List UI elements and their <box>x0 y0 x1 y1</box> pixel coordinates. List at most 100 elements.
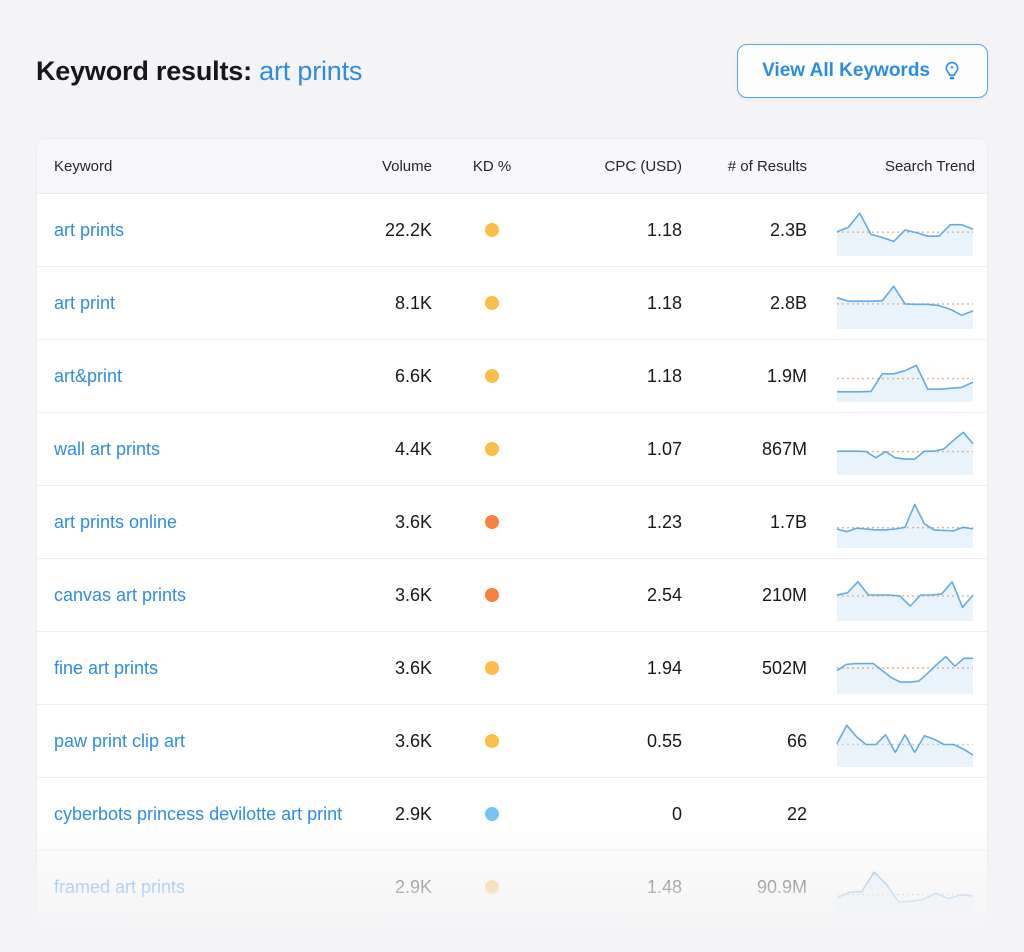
keyword-link[interactable]: art prints online <box>54 511 178 532</box>
table-body: art prints 22.2K 1.18 2.3B art print 8.1… <box>37 194 987 924</box>
kd-cell <box>432 732 552 750</box>
table-header-row: Keyword Volume KD % CPC (USD) # of Resul… <box>37 139 987 194</box>
kd-difficulty-dot <box>485 295 499 310</box>
results-value: 210M <box>761 584 807 605</box>
results-value: 1.7B <box>769 511 807 532</box>
page-title-query: art prints <box>259 55 363 86</box>
kd-difficulty-dot <box>485 514 499 529</box>
column-header-volume: Volume <box>381 157 432 175</box>
kd-cell <box>432 586 552 604</box>
kd-cell <box>432 294 552 312</box>
kd-difficulty-dot <box>485 880 499 895</box>
kd-cell <box>432 221 552 239</box>
keyword-cell: paw print clip art <box>37 731 317 752</box>
results-value: 1.9M <box>766 365 807 386</box>
cpc-value: 1.48 <box>646 877 682 897</box>
volume-value: 3.6K <box>394 511 432 532</box>
volume-value: 2.9K <box>394 803 432 824</box>
keyword-link[interactable]: art prints <box>54 219 125 240</box>
kd-difficulty-dot <box>485 806 499 821</box>
volume-value: 22.2K <box>384 219 432 240</box>
cpc-value: 1.94 <box>646 657 682 678</box>
kd-difficulty-dot <box>485 222 499 237</box>
cpc-value: 0.55 <box>646 730 682 751</box>
keyword-link[interactable]: art&print <box>54 365 123 386</box>
search-trend-sparkline <box>807 862 987 914</box>
cpc-value: 1.07 <box>646 438 682 459</box>
cpc-value: 1.18 <box>646 219 682 240</box>
results-value: 2.3B <box>769 219 807 240</box>
table-row: framed art prints 2.9K 1.48 90.9M <box>37 851 987 924</box>
cpc-value: 1.18 <box>646 292 682 313</box>
keyword-link[interactable]: fine art prints <box>54 657 159 678</box>
results-value: 2.8B <box>769 292 807 313</box>
results-value: 867M <box>761 438 807 459</box>
kd-difficulty-dot <box>485 587 499 602</box>
column-header-kd: KD % <box>472 157 512 175</box>
keyword-link[interactable]: canvas art prints <box>54 584 187 605</box>
kd-difficulty-dot <box>485 733 499 748</box>
view-all-keywords-label: View All Keywords <box>762 60 930 81</box>
search-trend-sparkline <box>807 715 987 767</box>
keyword-cell: art prints online <box>37 512 317 533</box>
topbar: Keyword results: art prints View All Key… <box>36 44 988 98</box>
page: Keyword results: art prints View All Key… <box>36 44 988 925</box>
keyword-link[interactable]: cyberbots princess devilotte art print <box>54 803 343 824</box>
keyword-link[interactable]: framed art prints <box>54 877 186 897</box>
view-all-keywords-button[interactable]: View All Keywords <box>737 44 988 98</box>
keyword-cell: cyberbots princess devilotte art print <box>37 804 342 825</box>
volume-value: 3.6K <box>394 730 432 751</box>
volume-value: 4.4K <box>394 438 432 459</box>
cpc-value: 0 <box>671 803 682 824</box>
kd-cell <box>432 367 552 385</box>
table-row: fine art prints 3.6K 1.94 502M <box>37 632 987 705</box>
kd-cell <box>432 879 552 897</box>
kd-difficulty-dot <box>485 660 499 675</box>
results-value: 22 <box>786 803 807 824</box>
table-row: canvas art prints 3.6K 2.54 210M <box>37 559 987 632</box>
search-trend-sparkline <box>807 204 987 256</box>
keyword-link[interactable]: wall art prints <box>54 438 161 459</box>
cpc-value: 1.18 <box>646 365 682 386</box>
volume-value: 3.6K <box>394 657 432 678</box>
column-header-search-trend: Search Trend <box>884 157 975 175</box>
keyword-cell: fine art prints <box>37 658 317 679</box>
keyword-cell: art prints <box>37 220 317 241</box>
cpc-value: 1.23 <box>646 511 682 532</box>
search-trend-sparkline <box>807 569 987 621</box>
kd-difficulty-dot <box>485 368 499 383</box>
keyword-cell: canvas art prints <box>37 585 317 606</box>
kd-cell <box>432 805 552 823</box>
lightbulb-icon <box>941 60 963 82</box>
page-title-label: Keyword results: <box>36 55 252 86</box>
keyword-results-table: Keyword Volume KD % CPC (USD) # of Resul… <box>36 138 988 925</box>
column-header-keyword: Keyword <box>54 157 113 175</box>
volume-value: 2.9K <box>394 877 432 897</box>
kd-difficulty-dot <box>485 441 499 456</box>
kd-cell <box>432 440 552 458</box>
table-row: art&print 6.6K 1.18 1.9M <box>37 340 987 413</box>
results-value: 502M <box>761 657 807 678</box>
keyword-cell: art&print <box>37 366 317 387</box>
keyword-link[interactable]: art print <box>54 292 116 313</box>
search-trend-sparkline <box>807 496 987 548</box>
column-header-results: # of Results <box>727 157 807 175</box>
keyword-cell: framed art prints <box>37 877 317 898</box>
search-trend-sparkline <box>807 350 987 402</box>
table-row: art prints 22.2K 1.18 2.3B <box>37 194 987 267</box>
table-row: cyberbots princess devilotte art print 2… <box>37 778 987 851</box>
keyword-cell: wall art prints <box>37 439 317 460</box>
search-trend-sparkline <box>807 277 987 329</box>
results-value: 90.9M <box>756 877 807 897</box>
column-header-cpc: CPC (USD) <box>604 157 683 175</box>
cpc-value: 2.54 <box>646 584 682 605</box>
table-row: art prints online 3.6K 1.23 1.7B <box>37 486 987 559</box>
kd-cell <box>432 513 552 531</box>
page-title: Keyword results: art prints <box>36 56 362 87</box>
volume-value: 3.6K <box>394 584 432 605</box>
keyword-link[interactable]: paw print clip art <box>54 730 186 751</box>
volume-value: 8.1K <box>394 292 432 313</box>
search-trend-sparkline <box>807 642 987 694</box>
keyword-cell: art print <box>37 293 317 314</box>
volume-value: 6.6K <box>394 365 432 386</box>
